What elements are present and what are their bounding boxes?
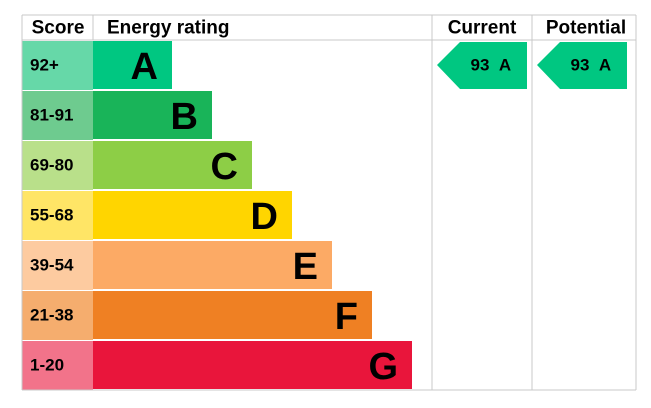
potential-rating: A [599,56,611,75]
rating-bar [93,191,292,239]
current-score: 93 [471,56,490,75]
score-cell [22,91,93,140]
rating-bar [93,41,172,89]
score-label: 1-20 [30,356,64,375]
rating-letter: A [131,46,158,88]
rating-bar [93,241,332,289]
header-potential: Potential [546,18,626,39]
score-cell [22,341,93,390]
rating-bar [93,91,212,139]
potential-arrow: 93 A [537,42,627,89]
current-arrow-shape [437,42,527,89]
score-cell [22,191,93,240]
score-label: 92+ [30,56,59,75]
score-label: 81-91 [30,106,73,125]
rating-bar [93,141,252,189]
score-cell [22,291,93,340]
bands: 92+ A 81-91 B 69-80 C 55-68 D 39-54 E 21-38 F 1-20 G [22,41,412,390]
score-label: 55-68 [30,206,73,225]
rating-letter: E [293,246,318,288]
score-cell [22,241,93,290]
potential-score: 93 [571,56,590,75]
score-label: 39-54 [30,256,74,275]
grid [21,14,637,391]
header-energy-rating: Energy rating [107,18,229,39]
score-cell [22,41,93,90]
score-cell [22,141,93,190]
current-rating: A [499,56,511,75]
rating-letter: G [368,346,398,388]
potential-arrow-shape [537,42,627,89]
rating-bar [93,341,412,389]
header-score: Score [32,18,85,39]
header-current: Current [448,18,517,39]
score-label: 21-38 [30,306,73,325]
score-label: 69-80 [30,156,73,175]
rating-letter: D [251,196,278,238]
rating-letter: F [335,296,358,338]
rating-letter: C [211,146,238,188]
rating-letter: B [171,96,198,138]
rating-bar [93,291,372,339]
current-arrow: 93 A [437,42,527,89]
